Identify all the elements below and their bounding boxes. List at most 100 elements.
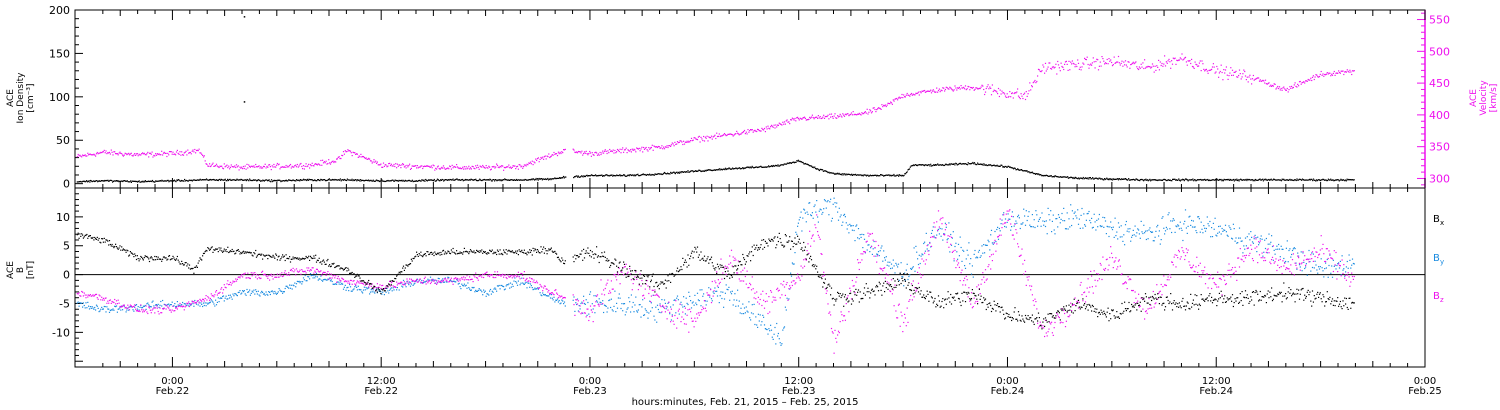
data-point [797, 222, 799, 224]
data-point [1149, 66, 1151, 68]
data-point [1228, 178, 1230, 180]
data-point [604, 305, 606, 307]
data-point [308, 163, 310, 165]
data-point [886, 174, 888, 176]
data-point [348, 150, 350, 152]
data-point [120, 180, 122, 182]
data-point [1101, 178, 1103, 180]
data-point [1178, 178, 1180, 180]
data-point [740, 168, 742, 170]
data-point [1276, 179, 1278, 181]
data-point [902, 97, 904, 99]
data-point [669, 313, 671, 315]
data-point [306, 178, 309, 180]
data-point [910, 93, 912, 96]
data-point [716, 169, 718, 171]
data-point [1325, 179, 1327, 181]
data-point [959, 162, 961, 164]
data-point [363, 180, 365, 182]
data-point [1161, 179, 1163, 181]
data-point [897, 97, 900, 99]
data-point [1089, 64, 1091, 66]
data-point [1184, 209, 1187, 211]
data-point [351, 283, 353, 285]
data-point [1214, 72, 1216, 74]
data-point [1327, 73, 1329, 75]
data-point [114, 180, 116, 182]
data-point [726, 134, 728, 136]
data-point [215, 304, 218, 306]
data-point [586, 314, 588, 316]
data-point [673, 171, 675, 173]
data-point [527, 164, 529, 166]
data-point [543, 178, 545, 180]
data-point [389, 288, 392, 290]
data-point [933, 235, 935, 237]
data-point [545, 158, 547, 160]
data-point [945, 163, 947, 165]
data-point [544, 178, 546, 180]
data-point [1209, 69, 1211, 71]
data-point [1269, 243, 1271, 245]
data-point [642, 173, 644, 175]
data-point [378, 180, 380, 182]
data-point [877, 107, 880, 109]
data-point [811, 166, 813, 168]
data-point [1177, 224, 1179, 226]
data-point [777, 335, 779, 337]
data-point [1218, 72, 1220, 74]
data-point [770, 165, 772, 167]
data-point [1086, 178, 1088, 180]
data-point [424, 281, 426, 283]
data-point [371, 162, 373, 164]
data-point [1316, 180, 1318, 182]
data-point [930, 89, 932, 91]
data-point [895, 262, 897, 264]
data-point [923, 164, 925, 166]
data-point [213, 303, 215, 305]
data-point [855, 114, 857, 116]
data-point [887, 261, 889, 263]
data-point [264, 163, 266, 165]
data-point [403, 166, 405, 168]
data-point [405, 167, 407, 169]
data-point [720, 168, 722, 170]
data-point [454, 179, 456, 181]
data-point [520, 166, 522, 168]
data-point [1259, 238, 1261, 240]
data-point [1262, 79, 1264, 81]
data-point [302, 271, 305, 273]
data-point [414, 165, 416, 167]
data-point [588, 152, 590, 155]
data-point [1180, 58, 1182, 60]
data-point [1120, 225, 1122, 227]
data-point [1260, 80, 1262, 82]
data-point [881, 104, 883, 106]
data-point [528, 282, 530, 284]
data-point [818, 210, 820, 212]
data-point [1096, 178, 1098, 180]
data-point [1244, 179, 1246, 181]
data-point [1164, 179, 1167, 181]
data-point [1072, 218, 1074, 220]
data-point [465, 179, 467, 181]
data-point [1058, 176, 1060, 178]
data-point [226, 298, 228, 300]
data-point [756, 166, 758, 168]
data-point [677, 172, 679, 174]
data-point [981, 245, 983, 247]
data-point [1297, 252, 1299, 254]
data-point [1294, 248, 1296, 250]
data-point [360, 180, 363, 182]
data-point [453, 280, 455, 282]
data-point [183, 303, 185, 305]
data-point [220, 297, 222, 299]
data-point [801, 230, 803, 232]
data-point [921, 253, 923, 255]
data-point [956, 251, 958, 253]
data-point [1262, 180, 1264, 182]
data-point [1337, 263, 1339, 265]
data-point [1063, 207, 1065, 209]
data-point [190, 179, 192, 182]
data-point [976, 87, 978, 89]
